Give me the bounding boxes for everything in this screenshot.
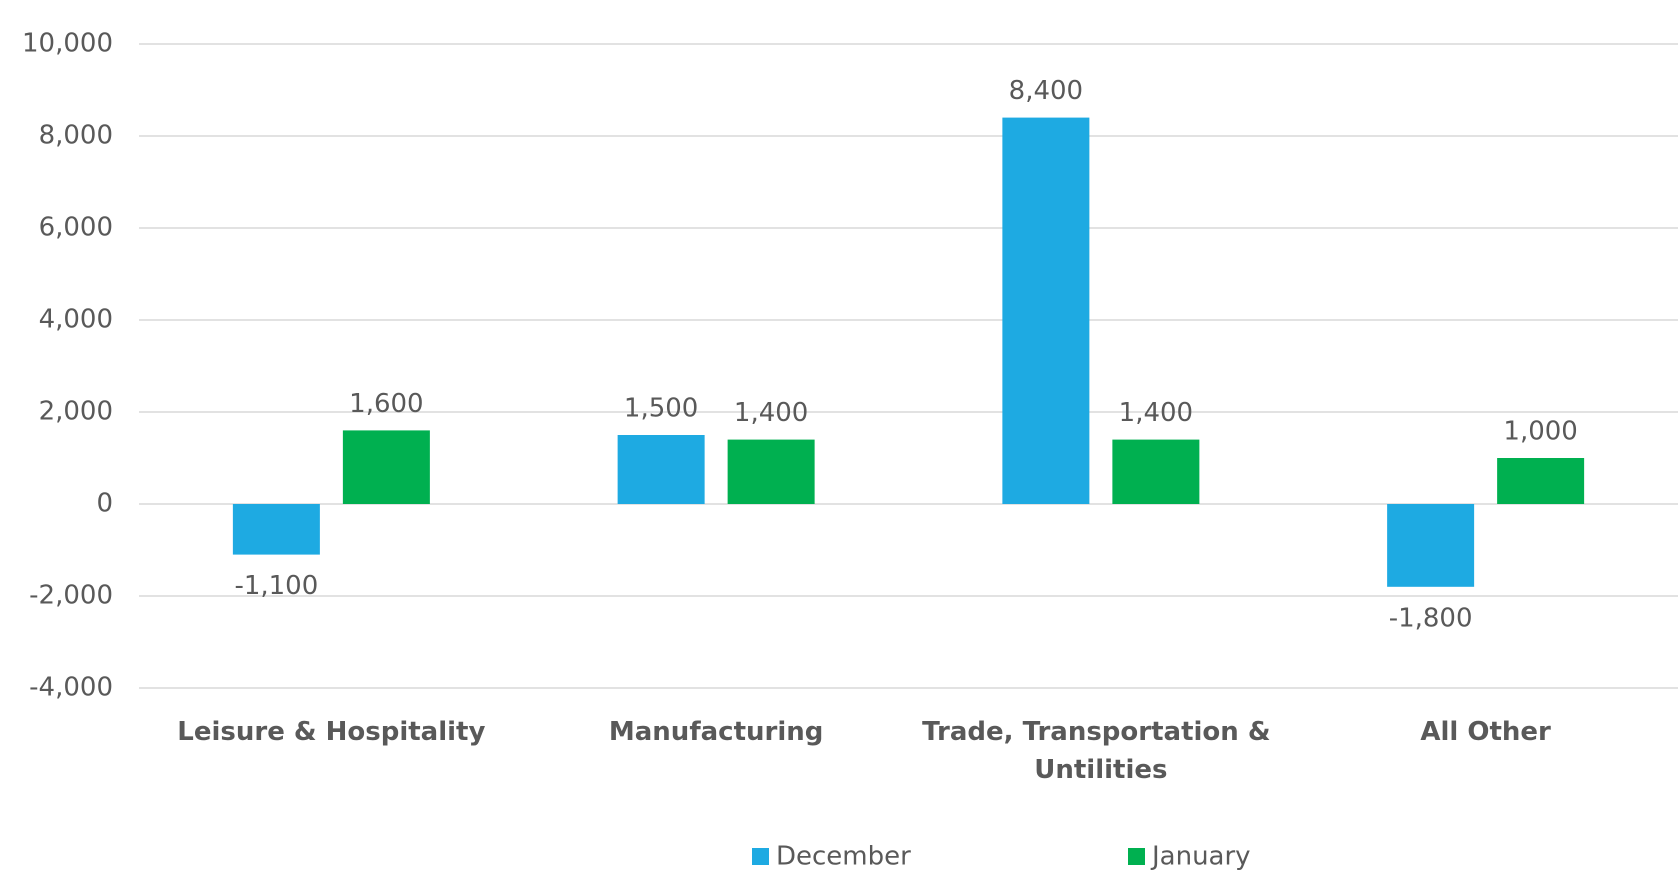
x-tick-label-line: Trade, Transportation & — [922, 717, 1279, 747]
y-tick-label: 4,000 — [39, 305, 113, 335]
x-tick-label-line: Untilities — [1034, 755, 1167, 785]
data-label: 1,400 — [1119, 398, 1193, 428]
x-tick-label: All Other — [1420, 717, 1551, 747]
bar — [342, 430, 430, 504]
bar — [232, 504, 320, 555]
y-tick-label: 8,000 — [39, 121, 113, 151]
legend-swatch — [752, 848, 769, 865]
x-tick-label: Leisure & Hospitality — [177, 717, 485, 747]
bar — [1497, 458, 1585, 504]
data-label: 1,000 — [1503, 417, 1577, 447]
legend-swatch — [1128, 848, 1145, 865]
x-tick-label: Trade, Transportation & Untilities — [922, 717, 1279, 785]
bar — [1002, 117, 1090, 504]
data-label: 8,400 — [1009, 76, 1083, 106]
y-tick-label: 0 — [96, 489, 113, 519]
x-tick-label: Manufacturing — [609, 717, 824, 747]
y-tick-label: 2,000 — [39, 397, 113, 427]
bar — [1387, 504, 1475, 587]
data-label: 1,500 — [624, 394, 698, 424]
data-label: -1,100 — [234, 571, 318, 601]
data-label: -1,800 — [1389, 603, 1473, 633]
data-label: 1,400 — [734, 398, 808, 428]
x-tick-label-line: Manufacturing — [609, 717, 824, 747]
x-tick-label-line: Leisure & Hospitality — [177, 717, 485, 747]
data-label: 1,600 — [349, 389, 423, 419]
bar — [1112, 439, 1200, 504]
bar — [617, 435, 705, 504]
x-tick-label-line: All Other — [1420, 717, 1551, 747]
y-tick-label: -2,000 — [29, 581, 113, 611]
bar — [727, 439, 815, 504]
legend-label: January — [1150, 842, 1251, 872]
y-tick-label: -4,000 — [29, 673, 113, 703]
y-tick-label: 10,000 — [22, 29, 113, 59]
legend-label: December — [776, 842, 911, 872]
y-tick-label: 6,000 — [39, 213, 113, 243]
